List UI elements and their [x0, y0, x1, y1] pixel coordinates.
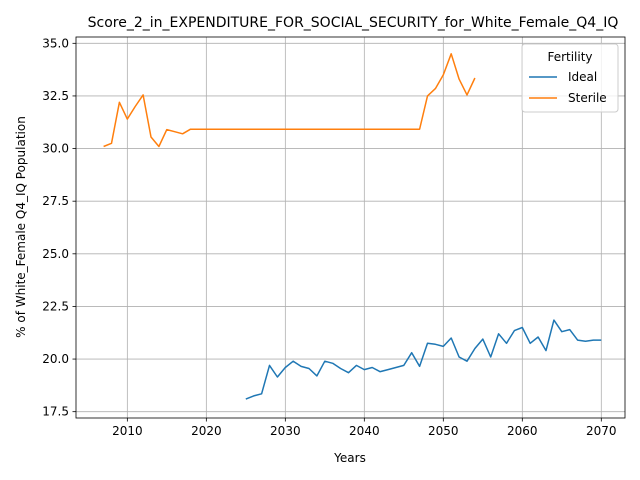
- x-tick-label: 2070: [586, 424, 617, 438]
- legend-label-sterile: Sterile: [568, 91, 607, 105]
- y-tick-label: 20.0: [42, 352, 69, 366]
- y-tick-label: 27.5: [42, 194, 69, 208]
- y-tick-label: 32.5: [42, 89, 69, 103]
- y-axis-label: % of White_Female Q4_IQ Population: [14, 116, 28, 338]
- x-tick-label: 2040: [349, 424, 380, 438]
- legend-box: [521, 43, 619, 113]
- x-tick-label: 2060: [507, 424, 538, 438]
- legend: Fertility Ideal Sterile: [521, 43, 619, 113]
- plot-area-frame: [75, 36, 626, 419]
- chart-title: Score_2_in_EXPENDITURE_FOR_SOCIAL_SECURI…: [88, 15, 619, 31]
- x-tick-label: 2050: [428, 424, 459, 438]
- series-lines: [103, 53, 602, 400]
- legend-label-ideal: Ideal: [568, 70, 597, 84]
- y-tick-label: 35.0: [42, 36, 69, 50]
- series-line-ideal: [245, 319, 602, 400]
- x-tick-label: 2030: [270, 424, 301, 438]
- y-tick-label: 30.0: [42, 142, 69, 156]
- grid: [76, 37, 625, 418]
- x-tick-label: 2010: [112, 424, 143, 438]
- x-axis-label: Years: [333, 451, 366, 465]
- y-tick-label: 22.5: [42, 299, 69, 313]
- x-tick-label: 2020: [191, 424, 222, 438]
- series-line-sterile: [103, 53, 476, 148]
- y-tick-label: 17.5: [42, 405, 69, 419]
- y-tick-label: 25.0: [42, 247, 69, 261]
- axis-ticks: 2010 2020 2030 2040 2050 2060 2070 17.5 20.0 22.5…: [42, 36, 616, 438]
- legend-title: Fertility: [547, 50, 592, 64]
